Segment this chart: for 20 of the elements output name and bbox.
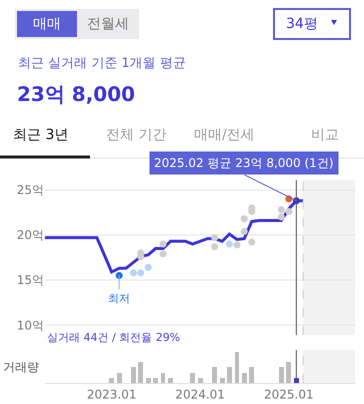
annotation: 최저 — [108, 292, 130, 305]
annotation: 2025.02 평균 23억 8,000 (1건) — [154, 156, 334, 170]
x-tick-label: 2025.01 — [264, 387, 314, 402]
y-tick-label: 20억 — [16, 228, 44, 242]
text: 매매/전세 — [194, 127, 255, 143]
text: 34평 — [286, 16, 318, 32]
x-tick-label: 2023.01 — [86, 387, 136, 402]
text: 최근 실거래 기준 1개월 평균 — [18, 56, 186, 71]
text: 23억 8,000 — [17, 82, 136, 106]
text: 최근 3년 — [13, 127, 68, 143]
annotation: 실거래 44건 / 회전율 29% — [47, 331, 180, 344]
text: 전월세 — [87, 16, 129, 32]
text: 매매 — [33, 16, 61, 32]
text: 전체 기간 — [106, 127, 166, 143]
y-tick-label: 15억 — [16, 273, 44, 288]
text: 비교 — [311, 127, 339, 143]
y-tick-label: 10억 — [16, 318, 44, 332]
x-tick-label: 2024.01 — [175, 387, 225, 402]
y-tick-label: 25억 — [16, 183, 44, 198]
y-axis-title: 거래량 — [3, 360, 39, 374]
